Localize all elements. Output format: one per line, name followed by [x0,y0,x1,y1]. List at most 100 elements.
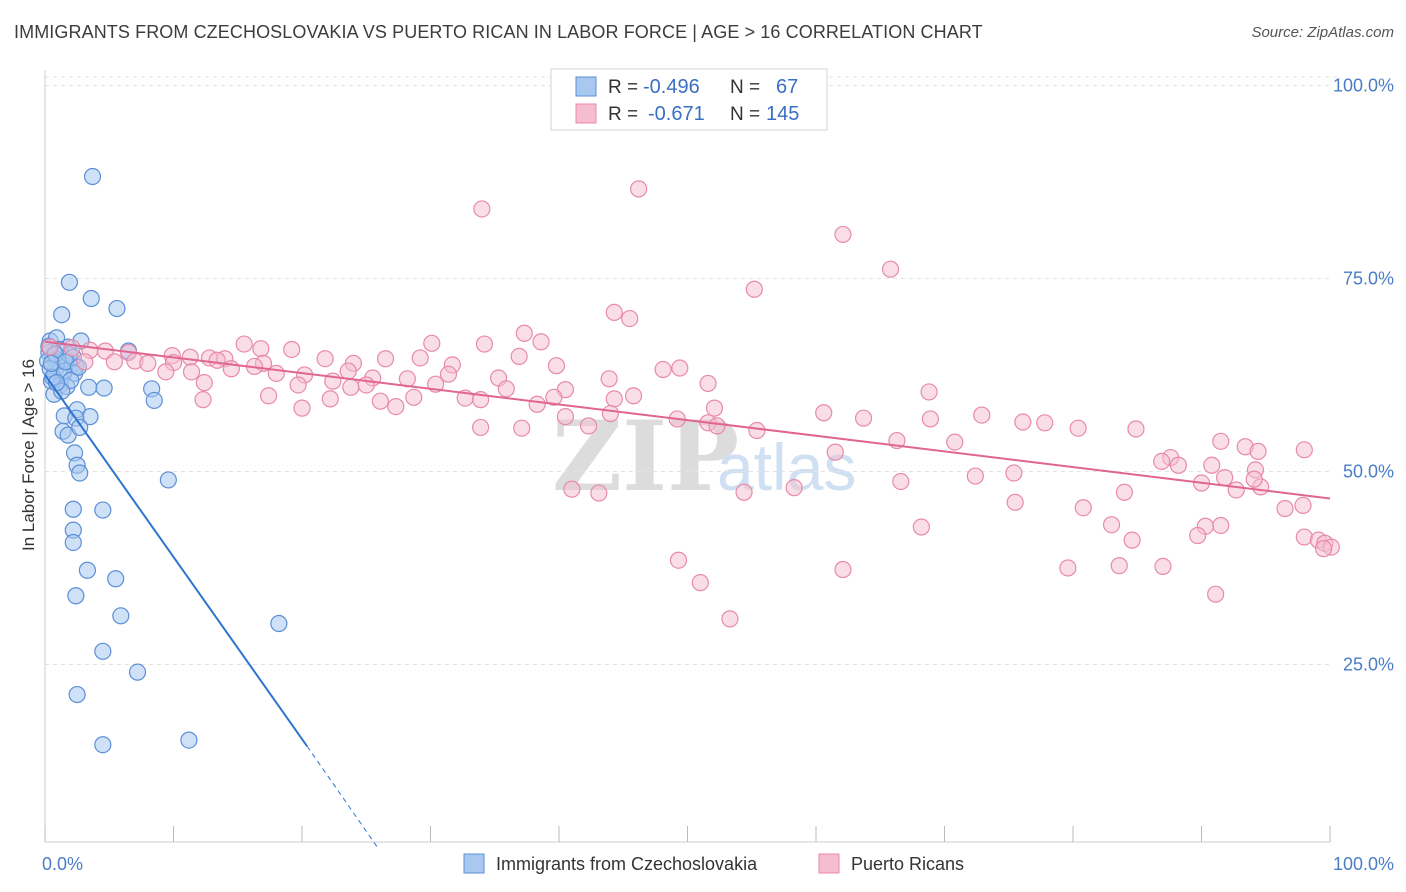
point-puerto-rican-59 [699,374,717,393]
point-puerto-rican-85 [513,419,531,437]
legend-pink-swatch [575,103,597,124]
point-czechoslovakia-46 [270,614,288,633]
point-puerto-rican-77 [854,409,873,427]
point-puerto-rican-115 [1276,499,1294,518]
point-puerto-rican-41 [182,363,201,381]
point-czechoslovakia-24 [95,379,113,397]
point-czechoslovakia-41 [64,533,82,552]
trendline-czechoslovakia-0 [44,374,308,747]
trendline-puerto-ricans-2 [44,340,1331,500]
point-puerto-rican-139 [826,443,844,461]
point-czechoslovakia-38 [64,500,82,518]
point-puerto-rican-25 [76,353,94,371]
point-puerto-rican-7 [515,324,533,342]
point-puerto-rican-79 [973,406,991,424]
point-czechoslovakia-44 [67,587,85,605]
point-puerto-rican-136 [1006,493,1024,511]
point-puerto-rican-87 [472,418,490,437]
point-puerto-rican-4 [745,280,763,298]
series-immigrants-from-czechoslovakia [38,167,288,754]
point-puerto-rican-68 [293,399,311,417]
point-puerto-rican-20 [181,348,199,366]
legend-bottom-blue-label: Immigrants from Czechoslovakia [496,854,758,874]
point-puerto-rican-137 [1036,414,1054,432]
y-axis-title: In Labor Force | Age > 16 [19,359,38,551]
point-puerto-rican-86 [579,417,598,435]
point-puerto-rican-9 [423,334,441,352]
point-czechoslovakia-45 [112,607,130,625]
point-puerto-rican-130 [669,551,688,569]
point-czechoslovakia-37 [159,471,177,489]
point-puerto-rican-95 [1295,441,1313,459]
point-czechoslovakia-3 [53,306,71,324]
point-puerto-rican-98 [1169,456,1187,474]
point-puerto-rican-101 [1005,464,1023,482]
x-tick-label-0: 0.0% [42,854,83,874]
point-puerto-rican-15 [63,339,81,357]
point-puerto-rican-66 [371,392,389,410]
legend-n-label-pink: N = [730,104,760,125]
point-puerto-rican-28 [208,351,226,369]
point-czechoslovakia-49 [68,685,86,704]
point-puerto-rican-117 [1212,516,1230,535]
point-puerto-rican-99 [1203,456,1221,474]
point-czechoslovakia-0 [83,167,102,186]
point-puerto-rican-73 [556,408,575,426]
y-tick-label-2: 75.0% [1343,268,1394,288]
point-czechoslovakia-51 [94,736,112,754]
point-puerto-rican-39 [339,362,357,380]
point-puerto-rican-49 [439,365,458,383]
axes [44,70,1331,843]
point-puerto-rican-0 [630,180,648,198]
point-puerto-rican-13 [252,340,270,358]
legend-bottom-pink-swatch [818,853,840,874]
legend-r-label-pink: R = [608,104,638,125]
legend-bottom: Immigrants from Czechoslovakia Puerto Ri… [463,853,964,874]
point-puerto-rican-8 [532,333,550,351]
trendlines [44,340,1331,851]
point-puerto-rican-63 [405,388,423,406]
point-puerto-rican-118 [912,518,930,536]
point-puerto-rican-42 [267,364,285,382]
point-puerto-rican-69 [387,397,405,416]
point-puerto-rican-102 [966,467,984,485]
point-puerto-rican-56 [342,378,360,396]
legend-n-value-pink: 145 [766,103,799,125]
point-puerto-rican-78 [921,410,939,428]
point-puerto-rican-80 [1014,413,1032,431]
point-puerto-rican-127 [1314,540,1333,558]
legend-r-value-pink: -0.671 [648,103,705,125]
chart-title: IMMIGRANTS FROM CZECHOSLOVAKIA VS PUERTO… [14,22,983,42]
point-czechoslovakia-23 [80,378,98,396]
point-puerto-rican-31 [376,350,395,368]
point-puerto-rican-5 [605,303,623,322]
chart-source: Source: ZipAtlas.com [1251,24,1394,41]
point-puerto-rican-134 [1207,585,1225,603]
point-puerto-rican-116 [1294,496,1312,515]
point-czechoslovakia-43 [107,570,125,588]
point-puerto-rican-104 [785,479,803,497]
point-puerto-rican-53 [289,376,307,394]
point-czechoslovakia-39 [94,501,112,519]
point-puerto-rican-132 [834,560,852,579]
point-puerto-rican-24 [105,353,123,371]
point-czechoslovakia-26 [145,391,163,410]
point-puerto-rican-47 [654,360,672,379]
point-puerto-rican-135 [721,610,739,628]
point-puerto-rican-70 [545,388,563,406]
point-czechoslovakia-1 [60,273,79,291]
legend-bottom-pink-label: Puerto Ricans [851,854,964,874]
point-puerto-rican-72 [528,395,546,413]
legend-blue-swatch [575,76,597,97]
legend-r-value-blue: -0.496 [643,76,700,98]
point-czechoslovakia-63 [42,354,61,372]
point-puerto-rican-60 [920,383,938,401]
point-puerto-rican-119 [1102,516,1121,534]
point-puerto-rican-26 [139,354,157,372]
point-puerto-rican-105 [735,483,753,501]
point-puerto-rican-114 [1074,499,1092,517]
point-puerto-rican-81 [1069,419,1087,437]
point-puerto-rican-74 [601,404,620,423]
point-czechoslovakia-47 [94,642,112,660]
point-puerto-rican-75 [705,399,724,417]
